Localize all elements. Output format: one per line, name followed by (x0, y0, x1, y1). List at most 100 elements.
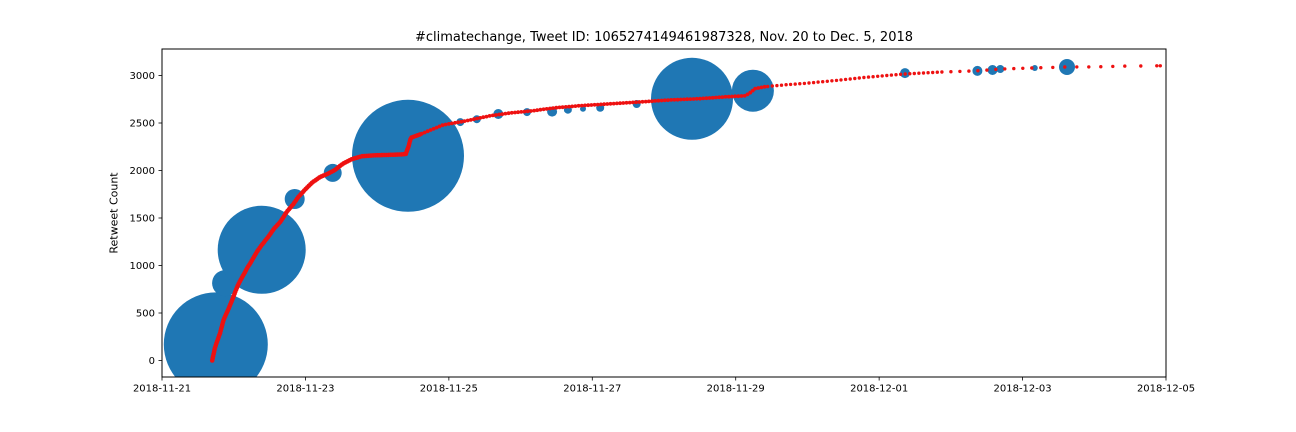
line-dot (976, 69, 980, 73)
line-dot (985, 68, 989, 72)
line-dot (631, 100, 635, 105)
bubble-marker (217, 205, 306, 294)
line-dot (811, 80, 816, 85)
line-dot (756, 86, 761, 90)
line-dot (627, 100, 632, 105)
x-tick-label: 2018-12-01 (850, 384, 908, 395)
bubble-marker (987, 65, 998, 75)
bubble-series (163, 57, 1075, 377)
line-dot (557, 105, 562, 110)
line-dot (730, 94, 734, 99)
line-dot (494, 113, 498, 117)
line-dot (935, 70, 939, 74)
line-dot (736, 94, 741, 99)
line-dot (742, 93, 747, 98)
line-dot (422, 130, 427, 135)
y-tick-label: 3000 (130, 71, 155, 82)
line-dot (538, 107, 543, 112)
line-dot (1012, 66, 1016, 71)
line-dot (1111, 64, 1115, 69)
line-dot (500, 112, 505, 116)
line-dot (656, 98, 661, 103)
line-dot (723, 94, 728, 99)
line-dot (560, 105, 565, 110)
line-dot (472, 117, 476, 122)
bubble-marker (996, 65, 1005, 73)
chart-title: #climatechange, Tweet ID: 10652741494619… (414, 30, 914, 45)
line-dot (563, 105, 568, 109)
line-dot (885, 73, 889, 78)
line-dot (659, 98, 664, 103)
line-dot (595, 102, 600, 107)
x-tick-label: 2018-11-23 (276, 384, 334, 395)
x-tick-label: 2018-11-29 (707, 384, 765, 395)
line-dot (419, 131, 424, 136)
line-dot (753, 86, 757, 91)
line-dot (443, 122, 448, 127)
line-dot (682, 97, 686, 102)
line-dot (889, 73, 894, 77)
line-dot (490, 113, 495, 118)
line-dot (519, 110, 524, 114)
line-dot (548, 106, 552, 111)
line-dot (567, 104, 571, 109)
line-dot (871, 75, 875, 79)
line-dot (1158, 64, 1163, 68)
line-dot (446, 122, 451, 126)
line-dot (793, 82, 797, 86)
x-tick-label: 2018-11-21 (133, 384, 191, 395)
line-dot (573, 104, 578, 108)
line-dot (1063, 65, 1067, 69)
line-dot (821, 80, 825, 84)
line-dot (726, 94, 731, 99)
line-dot (894, 73, 898, 77)
line-dot (802, 81, 807, 86)
y-tick-label: 1000 (130, 261, 155, 272)
line-dot (525, 109, 530, 114)
line-dot (431, 126, 436, 131)
line-dot (503, 111, 508, 116)
line-dot (834, 78, 839, 83)
x-tick-label: 2018-12-05 (1137, 384, 1195, 395)
line-dot (967, 69, 971, 73)
line-dot (468, 118, 473, 122)
line-dot (710, 95, 715, 100)
line-dot (1075, 65, 1079, 69)
line-dot (481, 115, 486, 120)
line-dot (931, 70, 935, 75)
line-dot (618, 101, 622, 106)
line-dot-series (209, 64, 1163, 363)
line-dot (599, 102, 603, 107)
line-dot (830, 79, 834, 83)
y-tick-label: 2500 (130, 119, 155, 130)
line-dot (704, 96, 709, 101)
line-dot (640, 99, 645, 104)
line-dot (691, 97, 696, 101)
line-dot (535, 108, 540, 113)
line-dot (428, 128, 433, 132)
bubble-marker (163, 292, 268, 377)
line-dot (634, 100, 638, 105)
line-dot (459, 119, 464, 124)
line-dot (733, 94, 737, 99)
line-dot (541, 107, 546, 112)
line-dot (465, 118, 470, 123)
line-dot (666, 98, 670, 102)
line-dot (949, 70, 953, 74)
bubble-marker (1059, 59, 1075, 75)
y-tick-label: 0 (149, 356, 155, 367)
line-dot (853, 76, 857, 81)
y-tick-label: 2000 (130, 166, 155, 177)
line-dot (516, 110, 520, 115)
line-dot (579, 103, 584, 108)
line-dot (662, 98, 667, 103)
line-dot (779, 83, 784, 87)
line-dot (748, 90, 753, 95)
x-tick-label: 2018-11-27 (563, 384, 621, 395)
line-dot (653, 99, 658, 103)
line-dot (694, 96, 699, 101)
line-dot (475, 116, 479, 121)
line-dot (522, 109, 527, 114)
